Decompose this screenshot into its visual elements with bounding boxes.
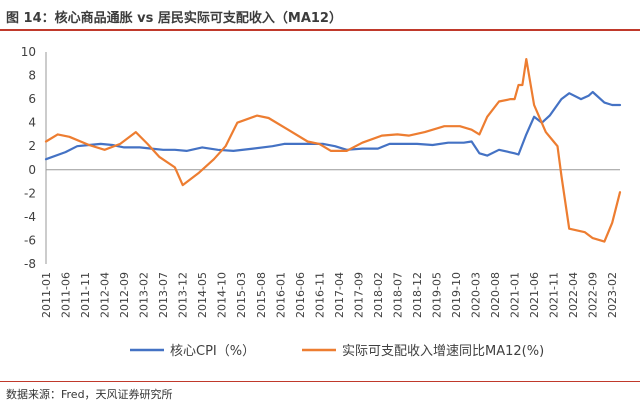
legend-label: 核心CPI（%） xyxy=(170,344,255,359)
title-bar: 图 14：核心商品通胀 vs 居民实际可支配收入（MA12） xyxy=(0,0,640,31)
chart-area: -8 -6 -4 -2 0 2 4 6 8 10 2011-01 2011-06 2011-11 201… xyxy=(0,32,640,372)
x-tick-label: 2023-02 xyxy=(606,272,619,318)
series-lines xyxy=(44,58,622,243)
x-tick-label: 2012-09 xyxy=(118,272,131,318)
series-line-core-cpi xyxy=(44,90,622,161)
x-tick-label: 2017-04 xyxy=(333,272,346,318)
y-tick-label: -2 xyxy=(24,186,36,200)
y-tick-label: 8 xyxy=(28,69,36,83)
x-tick-label: 2017-09 xyxy=(352,272,365,318)
x-axis: 2011-01 2011-06 2011-11 2012-04 2012-09 2013-… xyxy=(40,169,620,318)
x-tick-label: 2016-11 xyxy=(313,272,326,318)
x-tick-label: 2021-06 xyxy=(528,272,541,318)
x-tick-label: 2014-05 xyxy=(196,272,209,318)
series-line-real-income xyxy=(44,58,622,243)
y-tick-label: 6 xyxy=(28,92,36,106)
y-tick-label: -4 xyxy=(24,210,36,224)
y-axis: -8 -6 -4 -2 0 2 4 6 8 10 xyxy=(21,45,47,271)
y-tick-label: 2 xyxy=(28,139,36,153)
x-tick-label: 2021-01 xyxy=(509,272,522,318)
y-tick-label: 4 xyxy=(28,116,36,130)
x-tick-label: 2021-11 xyxy=(548,272,561,318)
y-tick-label: 0 xyxy=(28,163,36,177)
x-tick-label: 2014-10 xyxy=(216,272,229,318)
x-tick-label: 2011-06 xyxy=(60,272,73,318)
y-tick-label: -6 xyxy=(24,233,36,247)
x-tick-label: 2011-01 xyxy=(40,272,53,318)
legend-label: 实际可支配收入增速同比MA12(%) xyxy=(342,344,544,359)
x-tick-label: 2013-12 xyxy=(177,272,190,318)
chart-legend: 核心CPI（%） 实际可支配收入增速同比MA12(%) xyxy=(130,344,544,359)
x-tick-label: 2019-10 xyxy=(450,272,463,318)
x-tick-label: 2018-02 xyxy=(372,272,385,318)
x-tick-label: 2020-03 xyxy=(470,272,483,318)
x-tick-label: 2013-02 xyxy=(138,272,151,318)
x-tick-label: 2020-08 xyxy=(489,272,502,318)
x-tick-label: 2019-05 xyxy=(430,272,443,318)
x-tick-label: 2022-09 xyxy=(587,272,600,318)
x-tick-label: 2015-03 xyxy=(235,272,248,318)
y-tick-label: 10 xyxy=(21,45,36,59)
source-divider xyxy=(0,381,640,382)
x-tick-label: 2022-04 xyxy=(567,272,580,318)
title-divider xyxy=(0,29,640,31)
x-tick-label: 2013-07 xyxy=(157,272,170,318)
y-tick-label: -8 xyxy=(24,257,36,271)
source-note: 数据来源：Fred，天风证券研究所 xyxy=(6,388,173,401)
page-title: 图 14：核心商品通胀 vs 居民实际可支配收入（MA12） xyxy=(6,11,342,26)
x-tick-label: 2012-04 xyxy=(99,272,112,318)
x-tick-label: 2015-08 xyxy=(255,272,268,318)
x-tick-label: 2018-07 xyxy=(391,272,404,318)
x-tick-label: 2016-06 xyxy=(294,272,307,318)
x-tick-label: 2011-11 xyxy=(79,272,92,318)
x-tick-label: 2018-12 xyxy=(411,272,424,318)
x-tick-label: 2016-01 xyxy=(274,272,287,318)
